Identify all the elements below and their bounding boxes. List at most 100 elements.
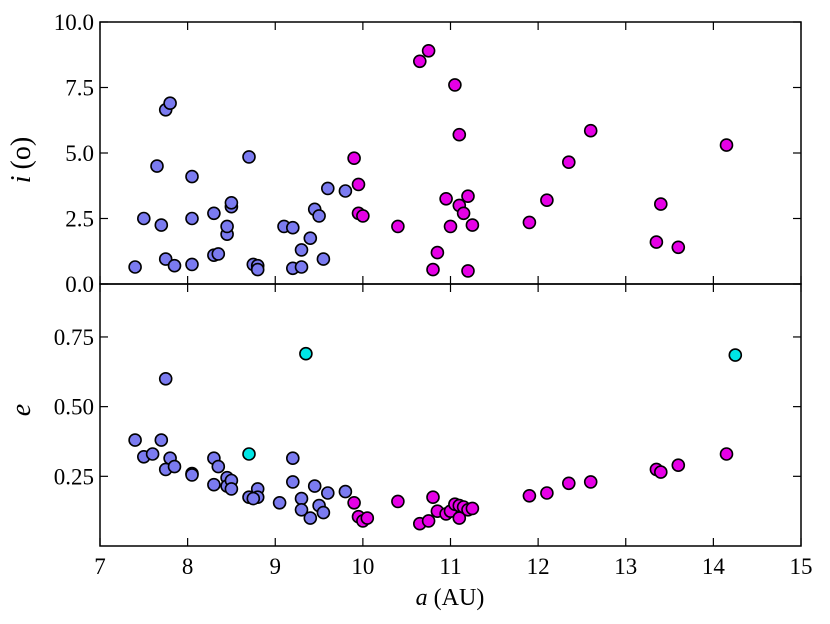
- top-series-0-point-10: [185, 169, 199, 184]
- bottom-series-0-point-11: [207, 477, 221, 492]
- top-series-0-point-5: [163, 96, 177, 110]
- top-series-1-point-23: [653, 197, 668, 211]
- bottom-panel: 0.25 0.50 0.75 7 8 9 10 11 12 13 14 15 e a (AU): [6, 283, 813, 611]
- top-panel-ticks: 0.0 2.5 5.0 7.5 10.0: [54, 10, 802, 297]
- top-series-0-point-27: [303, 231, 318, 245]
- bottom-series-1-point-0: [347, 495, 361, 510]
- bottom-series-0-point-26: [303, 511, 318, 525]
- top-panel-points: [128, 43, 734, 278]
- top-series-1-point-20: [561, 155, 576, 169]
- bottom-series-0-point-9: [185, 468, 199, 482]
- top-series-0-point-13: [211, 247, 226, 261]
- bottom-series-1-point-16: [465, 501, 480, 516]
- top-series-0-point-26: [294, 243, 309, 257]
- top-series-0-point-3: [154, 218, 169, 232]
- top-series-0-point-30: [316, 252, 331, 266]
- bottom-y-tick-label-1: 0.50: [54, 395, 94, 420]
- top-series-1-point-6: [421, 43, 436, 58]
- top-series-0-point-29: [312, 209, 326, 223]
- x-tick-label-1: 8: [182, 554, 194, 579]
- top-series-1-point-22: [649, 235, 664, 249]
- top-series-1-point-24: [671, 240, 686, 255]
- top-series-0-point-9: [185, 211, 199, 226]
- x-tick-label-5: 12: [527, 554, 550, 579]
- top-series-1-point-5: [412, 54, 427, 69]
- bottom-series-2-point-0: [242, 447, 256, 461]
- top-series-1-point-9: [439, 192, 453, 206]
- bottom-series-1-point-17: [522, 488, 537, 503]
- top-panel-frame: [99, 21, 802, 285]
- top-series-0-point-12: [207, 206, 221, 221]
- bottom-series-0-point-5: [158, 371, 173, 386]
- top-series-1-point-10: [443, 219, 458, 234]
- top-series-1-point-12: [452, 127, 467, 142]
- bottom-series-0-point-7: [167, 459, 182, 474]
- bottom-series-1-point-22: [653, 465, 668, 479]
- bottom-series-2-point-1: [299, 346, 313, 361]
- top-series-1-point-21: [583, 123, 598, 138]
- bottom-y-tick-label-2: 0.75: [54, 325, 94, 350]
- top-series-1-point-3: [356, 209, 370, 223]
- bottom-series-0-point-21: [272, 495, 287, 510]
- top-series-0-point-31: [320, 181, 335, 196]
- top-series-0-point-21: [250, 262, 265, 277]
- x-tick-label-3: 10: [351, 554, 374, 579]
- top-series-0-point-32: [338, 184, 353, 198]
- x-axis-label: a (AU): [416, 585, 485, 611]
- bottom-series-2-point-2: [728, 348, 743, 362]
- top-series-1-point-18: [522, 215, 537, 230]
- bottom-series-0-point-27: [307, 479, 322, 493]
- top-y-tick-label-3: 7.5: [65, 76, 94, 101]
- top-series-0-point-8: [185, 257, 199, 272]
- top-y-axis-label: i(o): [6, 137, 37, 183]
- bottom-series-0-point-0: [128, 433, 142, 447]
- top-y-tick-label-1: 2.5: [65, 207, 94, 232]
- bottom-series-1-point-23: [671, 458, 686, 473]
- bottom-series-0-point-31: [338, 484, 353, 499]
- bottom-series-1-point-4: [391, 494, 405, 509]
- top-series-0-point-1: [137, 211, 151, 226]
- x-tick-label-6: 13: [614, 554, 637, 579]
- top-series-0-point-23: [285, 220, 300, 235]
- top-series-1-point-8: [430, 245, 445, 260]
- top-series-1-point-17: [465, 218, 480, 232]
- top-panel: 0.0 2.5 5.0 7.5 10.0 i(o): [6, 10, 802, 297]
- top-series-0-point-0: [128, 260, 142, 274]
- bottom-series-1-point-6: [421, 514, 436, 528]
- top-y-tick-label-0: 0.0: [65, 272, 94, 297]
- top-y-tick-label-4: 10.0: [54, 10, 94, 35]
- bottom-series-1-point-24: [719, 447, 734, 461]
- bottom-series-0-point-24: [294, 491, 309, 506]
- x-tick-label-2: 9: [270, 554, 282, 579]
- top-series-0-point-17: [224, 196, 239, 210]
- x-tick-label-0: 7: [94, 554, 106, 579]
- top-series-0-point-7: [167, 258, 182, 273]
- bottom-series-0-point-2: [145, 447, 160, 461]
- x-tick-label-8: 15: [790, 554, 813, 579]
- bottom-series-0-point-22: [285, 475, 300, 489]
- top-series-1-point-15: [461, 189, 475, 203]
- top-series-0-point-2: [150, 159, 164, 173]
- bottom-y-tick-label-0: 0.25: [54, 464, 94, 489]
- bottom-series-1-point-7: [426, 490, 440, 505]
- bottom-series-0-point-16: [224, 482, 239, 496]
- bottom-series-0-point-25: [294, 502, 309, 517]
- top-series-1-point-2: [351, 177, 366, 192]
- x-tick-label-4: 11: [439, 554, 461, 579]
- top-series-0-point-18: [242, 150, 256, 164]
- top-y-tick-label-2: 5.0: [65, 141, 94, 166]
- top-series-0-point-6: [158, 252, 173, 266]
- top-series-0-point-15: [220, 219, 234, 234]
- bottom-series-0-point-29: [316, 505, 331, 520]
- bottom-series-0-point-23: [285, 451, 300, 466]
- bottom-series-0-point-30: [320, 486, 335, 500]
- top-series-1-point-16: [461, 264, 475, 278]
- bottom-series-1-point-3: [360, 511, 375, 525]
- top-series-1-point-11: [448, 78, 462, 92]
- bottom-series-1-point-18: [540, 486, 554, 500]
- top-series-1-point-7: [426, 262, 440, 277]
- top-series-0-point-25: [294, 260, 309, 274]
- bottom-series-1-point-19: [561, 476, 576, 491]
- bottom-panel-ticks: 0.25 0.50 0.75 7 8 9 10 11 12 13 14 15: [54, 284, 813, 579]
